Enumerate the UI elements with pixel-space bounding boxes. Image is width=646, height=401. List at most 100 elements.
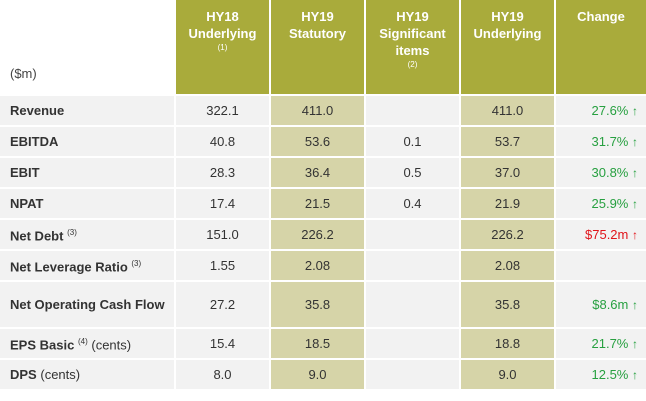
col-hy19-underlying: HY19 Underlying [459, 0, 554, 94]
table-row: Net Operating Cash Flow 27.2 35.8 35.8 $8.6m… [0, 280, 646, 327]
table-row: Net Debt (3) 151.0 226.2 226.2 $75.2m ↑ [0, 218, 646, 249]
cell-hy19-underlying: 2.08 [459, 249, 554, 280]
cell-change: 25.9% ↑ [554, 187, 646, 218]
cell-change: $8.6m ↑ [554, 280, 646, 327]
row-label: Revenue [0, 94, 174, 125]
arrow-up-icon: ↑ [632, 197, 638, 211]
change-value: 12.5% [591, 367, 629, 382]
cell-hy19-underlying: 9.0 [459, 358, 554, 389]
footnote-marker: (3) [67, 227, 77, 237]
table-row: EBIT 28.3 36.4 0.5 37.0 30.8% ↑ [0, 156, 646, 187]
change-value: 31.7% [591, 134, 629, 149]
cell-hy19-significant [364, 94, 459, 125]
col-hy19-statutory: HY19 Statutory [269, 0, 364, 94]
metric-name: EBIT [10, 164, 40, 180]
row-label: EBITDA [0, 125, 174, 156]
table-row: Revenue 322.1 411.0 411.0 27.6% ↑ [0, 94, 646, 125]
arrow-up-icon: ↑ [632, 337, 638, 351]
row-label: DPS (cents) [0, 358, 174, 389]
cell-hy19-significant: 0.1 [364, 125, 459, 156]
metric-name: NPAT [10, 195, 44, 211]
footnote-marker: (3) [131, 258, 142, 268]
table-row: DPS (cents) 8.0 9.0 9.0 12.5% ↑ [0, 358, 646, 389]
change-value: 25.9% [591, 196, 629, 211]
cell-hy18-underlying: 151.0 [174, 218, 269, 249]
cell-change: 30.8% ↑ [554, 156, 646, 187]
financial-summary-table: ($m) HY18 Underlying (1) HY19 Statutory H… [0, 0, 646, 389]
row-label: Net Leverage Ratio (3) [0, 249, 174, 280]
footnote-marker: (1) [217, 43, 228, 52]
cell-hy19-significant: 0.5 [364, 156, 459, 187]
col-change: Change [554, 0, 646, 94]
cell-hy19-statutory: 411.0 [269, 94, 364, 125]
cell-change [554, 249, 646, 280]
cell-hy18-underlying: 27.2 [174, 280, 269, 327]
cell-hy18-underlying: 15.4 [174, 327, 269, 358]
row-label: Net Debt (3) [0, 218, 174, 249]
cell-change: 31.7% ↑ [554, 125, 646, 156]
metric-name: Revenue [10, 102, 65, 118]
change-value: 27.6% [591, 103, 629, 118]
cell-change: 27.6% ↑ [554, 94, 646, 125]
cell-hy19-underlying: 35.8 [459, 280, 554, 327]
unit-label: ($m) [0, 0, 174, 94]
metric-name: EPS Basic [10, 337, 75, 353]
cell-hy19-underlying: 37.0 [459, 156, 554, 187]
cell-hy19-statutory: 53.6 [269, 125, 364, 156]
row-label: EPS Basic (4) (cents) [0, 327, 174, 358]
arrow-up-icon: ↑ [632, 228, 638, 242]
cell-change: 21.7% ↑ [554, 327, 646, 358]
cell-hy19-underlying: 411.0 [459, 94, 554, 125]
cell-hy18-underlying: 322.1 [174, 94, 269, 125]
change-value: 21.7% [591, 336, 629, 351]
cell-hy19-statutory: 35.8 [269, 280, 364, 327]
col-hy18-underlying: HY18 Underlying (1) [174, 0, 269, 94]
table-row: EBITDA 40.8 53.6 0.1 53.7 31.7% ↑ [0, 125, 646, 156]
cell-hy19-significant [364, 327, 459, 358]
arrow-up-icon: ↑ [632, 166, 638, 180]
change-value: $8.6m [592, 297, 629, 312]
cell-hy18-underlying: 1.55 [174, 249, 269, 280]
cell-hy19-significant [364, 358, 459, 389]
cell-hy19-statutory: 21.5 [269, 187, 364, 218]
unit-suffix: (cents) [40, 366, 81, 382]
metric-name: Net Leverage Ratio [10, 259, 128, 275]
footnote-marker: (4) [77, 336, 88, 346]
cell-hy19-significant [364, 249, 459, 280]
cell-hy19-underlying: 18.8 [459, 327, 554, 358]
table-row: NPAT 17.4 21.5 0.4 21.9 25.9% ↑ [0, 187, 646, 218]
unit-suffix: (cents) [91, 337, 132, 353]
row-label: NPAT [0, 187, 174, 218]
row-label: Net Operating Cash Flow [0, 280, 174, 327]
cell-hy19-statutory: 18.5 [269, 327, 364, 358]
header-row: ($m) HY18 Underlying (1) HY19 Statutory H… [0, 0, 646, 94]
metric-name: Net Operating Cash Flow [10, 296, 165, 312]
col-hy19-significant: HY19 Significant items (2) [364, 0, 459, 94]
cell-hy19-statutory: 2.08 [269, 249, 364, 280]
cell-hy19-underlying: 226.2 [459, 218, 554, 249]
table-row: Net Leverage Ratio (3) 1.55 2.08 2.08 [0, 249, 646, 280]
cell-hy18-underlying: 40.8 [174, 125, 269, 156]
arrow-up-icon: ↑ [632, 368, 638, 382]
cell-change: $75.2m ↑ [554, 218, 646, 249]
cell-hy19-significant [364, 218, 459, 249]
cell-change: 12.5% ↑ [554, 358, 646, 389]
metric-name: DPS [10, 366, 37, 382]
cell-hy18-underlying: 8.0 [174, 358, 269, 389]
footnote-marker: (2) [407, 60, 418, 69]
row-label: EBIT [0, 156, 174, 187]
arrow-up-icon: ↑ [632, 135, 638, 149]
cell-hy19-significant: 0.4 [364, 187, 459, 218]
cell-hy18-underlying: 17.4 [174, 187, 269, 218]
cell-hy19-underlying: 53.7 [459, 125, 554, 156]
cell-hy19-statutory: 9.0 [269, 358, 364, 389]
arrow-up-icon: ↑ [632, 104, 638, 118]
metric-name: Net Debt [10, 228, 64, 244]
table-row: EPS Basic (4) (cents) 15.4 18.5 18.8 21.7% ↑ [0, 327, 646, 358]
arrow-up-icon: ↑ [632, 298, 638, 312]
cell-hy19-statutory: 226.2 [269, 218, 364, 249]
cell-hy19-statutory: 36.4 [269, 156, 364, 187]
cell-hy19-significant [364, 280, 459, 327]
cell-hy18-underlying: 28.3 [174, 156, 269, 187]
change-value: 30.8% [591, 165, 629, 180]
